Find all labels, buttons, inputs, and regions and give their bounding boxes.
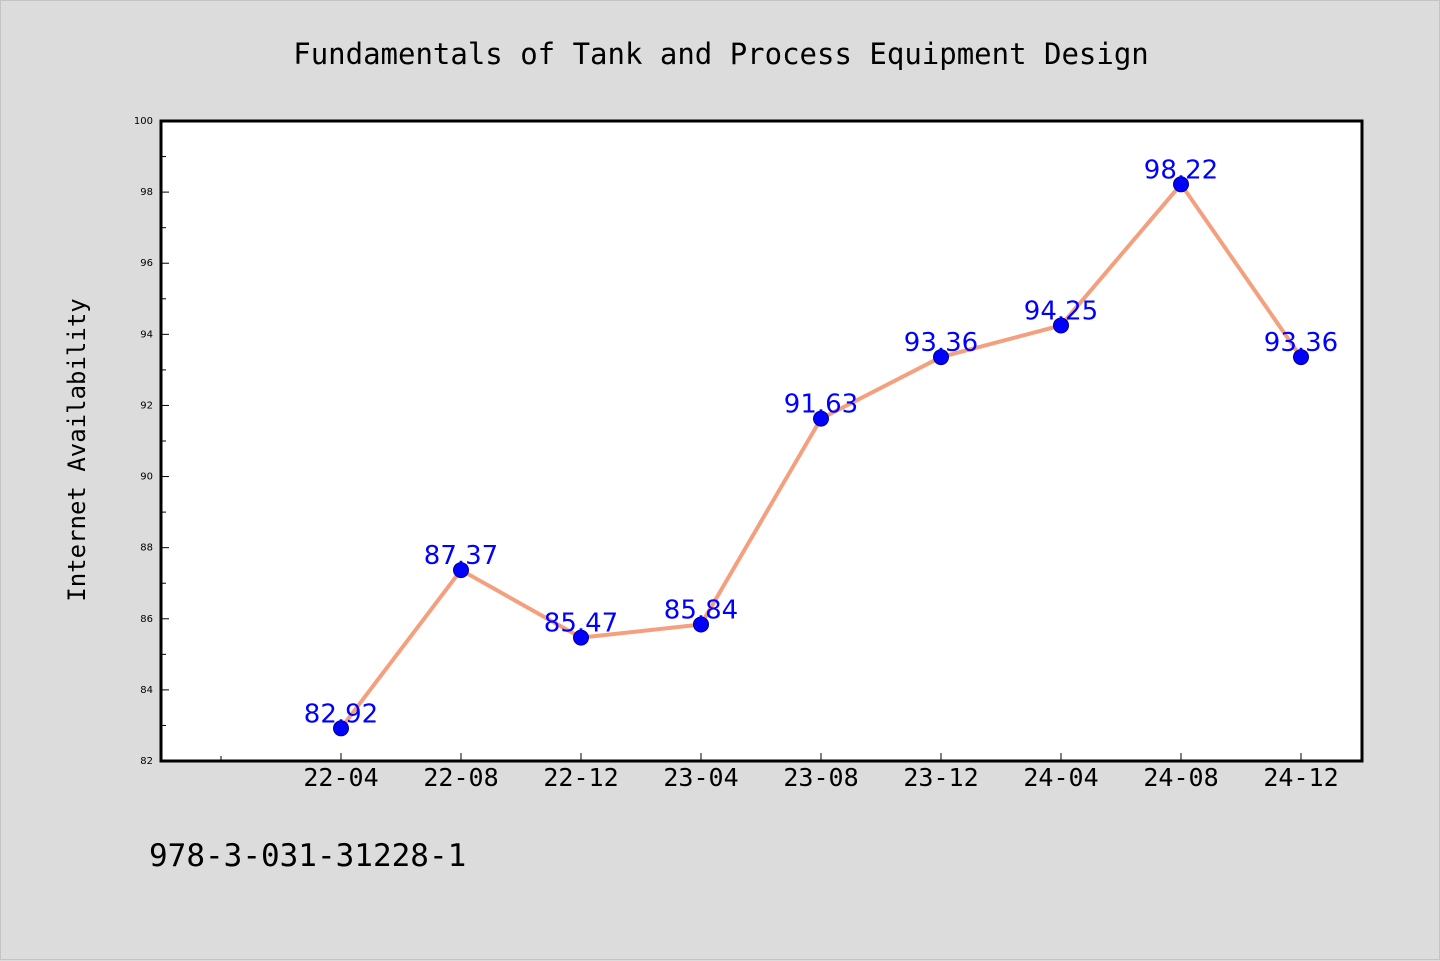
data-point <box>933 349 949 366</box>
chart-title: Fundamentals of Tank and Process Equipme… <box>293 37 1149 71</box>
x-tick-label: 22-04 <box>303 763 378 792</box>
y-axis-label: Internet Availability <box>63 298 91 601</box>
y-tick-label: 94 <box>140 329 153 340</box>
data-point <box>453 562 469 579</box>
data-label: 85.47 <box>544 609 618 639</box>
data-point <box>693 616 709 633</box>
data-point <box>1173 176 1189 193</box>
x-tick-label: 22-12 <box>543 763 618 792</box>
y-tick-label: 100 <box>134 116 153 127</box>
data-label: 91.63 <box>784 390 858 420</box>
y-tick-label: 88 <box>140 543 153 554</box>
data-label: 87.37 <box>424 541 498 571</box>
data-point <box>573 629 589 646</box>
y-axis: 82 84 86 88 90 92 94 96 98 100 <box>134 116 169 767</box>
data-label: 93.36 <box>904 328 978 358</box>
data-label: 85.84 <box>664 595 738 625</box>
data-label: 82.92 <box>304 699 378 729</box>
x-tick-label: 22-08 <box>423 763 498 792</box>
x-tick-label: 24-12 <box>1263 763 1338 792</box>
data-point <box>1293 349 1309 366</box>
data-point <box>333 720 349 737</box>
data-label: 93.36 <box>1264 328 1338 358</box>
y-tick-label: 84 <box>140 685 153 696</box>
y-tick-label: 96 <box>140 258 153 269</box>
data-label: 94.25 <box>1024 296 1098 326</box>
x-axis: 22-04 22-08 22-12 23-04 23-08 23-12 24-04 24-08… <box>220 753 1339 792</box>
x-tick-label: 23-08 <box>783 763 858 792</box>
y-tick-label: 98 <box>140 187 153 198</box>
x-tick-label: 24-04 <box>1023 763 1098 792</box>
data-markers <box>333 176 1309 737</box>
data-labels: 82.92 87.37 85.47 85.84 91.63 93.36 94.25 98.22… <box>304 155 1338 729</box>
data-label: 98.22 <box>1144 155 1218 185</box>
x-tick-label: 24-08 <box>1143 763 1218 792</box>
x-tick-label: 23-12 <box>903 763 978 792</box>
data-point <box>1053 317 1069 334</box>
y-tick-label: 92 <box>140 400 153 411</box>
y-tick-label: 82 <box>140 756 153 767</box>
y-tick-label: 90 <box>140 472 153 483</box>
x-tick-label: 23-04 <box>663 763 738 792</box>
y-tick-label: 86 <box>140 614 153 625</box>
data-point <box>813 410 829 427</box>
plot-area <box>159 119 1364 763</box>
isbn-text: 978-3-031-31228-1 <box>149 838 466 874</box>
